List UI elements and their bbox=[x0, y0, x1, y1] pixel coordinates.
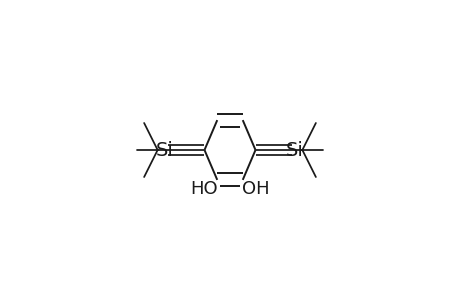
Text: HO: HO bbox=[190, 180, 218, 198]
Text: OH: OH bbox=[241, 180, 269, 198]
Text: Si: Si bbox=[285, 140, 303, 160]
Text: Si: Si bbox=[156, 140, 174, 160]
